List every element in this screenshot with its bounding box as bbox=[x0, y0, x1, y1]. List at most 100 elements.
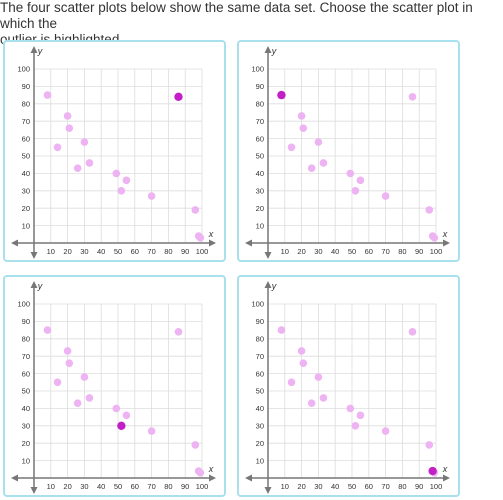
x-axis-arrow-left bbox=[245, 239, 252, 247]
x-tick-label: 50 bbox=[114, 482, 122, 491]
y-axis-arrow-down bbox=[264, 252, 272, 259]
data-point bbox=[73, 399, 82, 407]
x-axis-arrow-left bbox=[11, 474, 18, 482]
y-tick-label: 60 bbox=[256, 134, 264, 143]
x-tick-label: 10 bbox=[281, 247, 289, 256]
x-axis-label: x bbox=[442, 464, 448, 474]
x-axis-label: x bbox=[208, 229, 214, 239]
x-tick-label: 80 bbox=[398, 247, 406, 256]
data-point bbox=[112, 169, 121, 178]
y-tick-label: 90 bbox=[256, 317, 264, 326]
x-axis-arrow-left bbox=[245, 474, 252, 482]
data-point bbox=[85, 394, 94, 402]
axes bbox=[245, 46, 450, 259]
data-point bbox=[80, 138, 89, 146]
x-tick-label: 60 bbox=[365, 247, 373, 256]
data-point bbox=[122, 176, 131, 185]
x-tick-label: 80 bbox=[398, 482, 406, 491]
data-point bbox=[346, 169, 355, 178]
y-tick-label: 70 bbox=[22, 352, 30, 361]
choice-card-4[interactable]: 10 20 30 40 50 60 70 80 90 100 10 20 30 40 50 60 70 80 90 1… bbox=[237, 275, 460, 497]
data-point bbox=[122, 411, 131, 420]
data-point bbox=[430, 233, 439, 242]
highlighted-data-point bbox=[428, 466, 437, 476]
x-tick-label: 70 bbox=[147, 247, 155, 256]
x-tick-label: 60 bbox=[365, 482, 373, 491]
data-point bbox=[299, 124, 308, 132]
data-point bbox=[63, 112, 72, 120]
data-point bbox=[85, 159, 94, 167]
y-tick-label: 40 bbox=[256, 404, 264, 413]
y-tick-label: 50 bbox=[22, 152, 30, 161]
x-tick-label: 30 bbox=[80, 482, 88, 491]
data-point bbox=[117, 187, 126, 195]
y-tick-label: 20 bbox=[22, 439, 30, 448]
data-point bbox=[277, 326, 286, 334]
x-axis-arrow-left bbox=[11, 239, 18, 247]
axes bbox=[245, 281, 450, 494]
y-tick-label: 30 bbox=[256, 422, 264, 431]
data-points bbox=[43, 91, 205, 242]
data-point bbox=[299, 359, 308, 367]
x-axis-arrow-right bbox=[209, 239, 216, 247]
y-tick-label: 10 bbox=[22, 456, 30, 465]
y-tick-label: 80 bbox=[256, 100, 264, 109]
tick-labels: 10 20 30 40 50 60 70 80 90 100 10 20 30 40 50 60 70 80 90 1… bbox=[251, 300, 442, 491]
choice-card-2[interactable]: 10 20 30 40 50 60 70 80 90 100 10 20 30 40 50 60 70 80 90 1… bbox=[237, 40, 460, 262]
data-point bbox=[346, 404, 355, 413]
x-tick-label: 50 bbox=[348, 482, 356, 491]
x-tick-label: 60 bbox=[131, 247, 139, 256]
data-point bbox=[319, 394, 328, 402]
x-axis-label: x bbox=[208, 464, 214, 474]
tick-labels: 10 20 30 40 50 60 70 80 90 100 10 20 30 40 50 60 70 80 90 1… bbox=[251, 65, 442, 256]
data-point bbox=[43, 91, 52, 99]
x-tick-label: 70 bbox=[147, 482, 155, 491]
y-tick-label: 50 bbox=[22, 387, 30, 396]
data-point bbox=[287, 378, 296, 387]
x-tick-label: 40 bbox=[97, 482, 105, 491]
y-tick-label: 60 bbox=[256, 369, 264, 378]
y-tick-label: 80 bbox=[256, 335, 264, 344]
x-tick-label: 90 bbox=[415, 482, 423, 491]
y-tick-label: 70 bbox=[256, 352, 264, 361]
data-point bbox=[53, 378, 62, 387]
data-point bbox=[408, 328, 417, 336]
data-point bbox=[147, 192, 156, 200]
x-tick-label: 60 bbox=[131, 482, 139, 491]
data-point bbox=[112, 404, 121, 413]
y-tick-label: 20 bbox=[256, 204, 264, 213]
x-tick-label: 40 bbox=[331, 247, 339, 256]
choice-card-3[interactable]: 10 20 30 40 50 60 70 80 90 100 10 20 30 40 50 60 70 80 90 1… bbox=[3, 275, 226, 497]
data-point bbox=[191, 441, 200, 449]
x-tick-label: 90 bbox=[415, 247, 423, 256]
data-points bbox=[277, 90, 439, 242]
data-point bbox=[381, 427, 390, 435]
x-tick-label: 50 bbox=[114, 247, 122, 256]
data-point bbox=[297, 347, 306, 355]
y-tick-label: 70 bbox=[22, 117, 30, 126]
tick-labels: 10 20 30 40 50 60 70 80 90 100 10 20 30 40 50 60 70 80 90 1… bbox=[17, 65, 208, 256]
x-tick-label: 70 bbox=[381, 247, 389, 256]
highlighted-data-point bbox=[117, 421, 126, 430]
y-axis-arrow-down bbox=[264, 487, 272, 494]
y-tick-label: 60 bbox=[22, 369, 30, 378]
x-tick-label: 20 bbox=[63, 482, 71, 491]
x-tick-label: 20 bbox=[297, 482, 305, 491]
choice-card-1[interactable]: 10 20 30 40 50 60 70 80 90 100 10 20 30 40 50 60 70 80 90 1… bbox=[3, 40, 226, 262]
data-point bbox=[43, 326, 52, 334]
x-tick-label: 100 bbox=[196, 482, 209, 491]
data-point bbox=[408, 93, 417, 101]
y-tick-label: 40 bbox=[22, 404, 30, 413]
x-tick-label: 20 bbox=[63, 247, 71, 256]
y-tick-label: 10 bbox=[256, 456, 264, 465]
x-tick-label: 30 bbox=[314, 247, 322, 256]
data-point bbox=[356, 411, 365, 420]
grid bbox=[268, 68, 437, 243]
x-tick-label: 40 bbox=[97, 247, 105, 256]
y-tick-label: 30 bbox=[22, 422, 30, 431]
data-point bbox=[425, 206, 434, 214]
tick-labels: 10 20 30 40 50 60 70 80 90 100 10 20 30 40 50 60 70 80 90 1… bbox=[17, 300, 208, 491]
data-point bbox=[53, 143, 62, 152]
data-point bbox=[307, 164, 316, 172]
y-tick-label: 100 bbox=[17, 300, 30, 309]
